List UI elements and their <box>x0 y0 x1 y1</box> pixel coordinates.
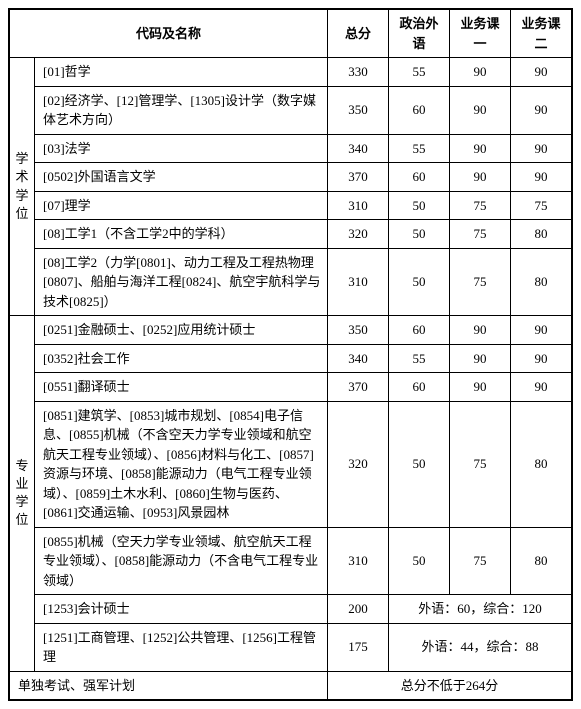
row-total: 370 <box>328 163 389 192</box>
row-total: 350 <box>328 316 389 345</box>
row-c3: 90 <box>450 58 511 87</box>
row-c2: 60 <box>389 373 450 402</box>
row-desc: [02]经济学、[12]管理学、[1305]设计学（数字媒体艺术方向） <box>35 86 328 134</box>
row-c4: 90 <box>511 163 573 192</box>
footer-left: 单独考试、强军计划 <box>9 671 328 700</box>
row-c4: 90 <box>511 58 573 87</box>
row-desc: [08]工学2（力学[0801]、动力工程及工程热物理[0807]、船舶与海洋工… <box>35 248 328 316</box>
table-row: [08]工学2（力学[0801]、动力工程及工程热物理[0807]、船舶与海洋工… <box>9 248 572 316</box>
table-row: [1253]会计硕士 200 外语：60，综合：120 <box>9 595 572 624</box>
row-c3: 90 <box>450 373 511 402</box>
table-row: [0502]外国语言文学 370 60 90 90 <box>9 163 572 192</box>
row-c2: 50 <box>389 191 450 220</box>
col-politics-foreign: 政治外语 <box>389 9 450 58</box>
table-row: [0851]建筑学、[0853]城市规划、[0854]电子信息、[0855]机械… <box>9 401 572 527</box>
table-row: [0352]社会工作 340 55 90 90 <box>9 344 572 373</box>
row-total: 350 <box>328 86 389 134</box>
col-course2: 业务课二 <box>511 9 573 58</box>
row-c4: 90 <box>511 134 573 163</box>
row-c3: 75 <box>450 248 511 316</box>
section-professional: 专业学位 <box>9 316 35 672</box>
row-desc: [1251]工商管理、[1252]公共管理、[1256]工程管理 <box>35 623 328 671</box>
row-desc: [0855]机械（空天力学专业领域、航空航天工程专业领域）、[0858]能源动力… <box>35 527 328 595</box>
row-c4: 75 <box>511 191 573 220</box>
table-row: [0855]机械（空天力学专业领域、航空航天工程专业领域）、[0858]能源动力… <box>9 527 572 595</box>
row-desc: [0251]金融硕士、[0252]应用统计硕士 <box>35 316 328 345</box>
row-merged: 外语：60，综合：120 <box>389 595 573 624</box>
section-academic-label: 学术学位 <box>16 150 29 223</box>
score-table: 代码及名称 总分 政治外语 业务课一 业务课二 学术学位 [01]哲学 330 … <box>8 8 573 701</box>
table-row: [1251]工商管理、[1252]公共管理、[1256]工程管理 175 外语：… <box>9 623 572 671</box>
row-c2: 60 <box>389 316 450 345</box>
table-row: [03]法学 340 55 90 90 <box>9 134 572 163</box>
table-row: 学术学位 [01]哲学 330 55 90 90 <box>9 58 572 87</box>
row-desc: [0551]翻译硕士 <box>35 373 328 402</box>
row-c2: 50 <box>389 527 450 595</box>
row-c2: 55 <box>389 134 450 163</box>
row-c2: 50 <box>389 248 450 316</box>
row-total: 310 <box>328 527 389 595</box>
row-total: 320 <box>328 401 389 527</box>
row-desc: [0352]社会工作 <box>35 344 328 373</box>
row-desc: [08]工学1（不含工学2中的学科） <box>35 220 328 249</box>
footer-row: 单独考试、强军计划 总分不低于264分 <box>9 671 572 700</box>
row-total: 320 <box>328 220 389 249</box>
row-total: 340 <box>328 134 389 163</box>
row-desc: [0502]外国语言文学 <box>35 163 328 192</box>
row-c4: 80 <box>511 220 573 249</box>
row-c3: 90 <box>450 316 511 345</box>
row-c3: 90 <box>450 344 511 373</box>
footer-right: 总分不低于264分 <box>328 671 573 700</box>
col-course1: 业务课一 <box>450 9 511 58</box>
row-c3: 90 <box>450 134 511 163</box>
row-c4: 90 <box>511 373 573 402</box>
row-c4: 80 <box>511 527 573 595</box>
row-c2: 60 <box>389 163 450 192</box>
row-desc: [03]法学 <box>35 134 328 163</box>
row-desc: [07]理学 <box>35 191 328 220</box>
row-c4: 80 <box>511 401 573 527</box>
row-total: 340 <box>328 344 389 373</box>
row-c3: 75 <box>450 401 511 527</box>
row-total: 330 <box>328 58 389 87</box>
row-c3: 75 <box>450 191 511 220</box>
row-merged: 外语：44，综合：88 <box>389 623 573 671</box>
table-row: [07]理学 310 50 75 75 <box>9 191 572 220</box>
header-row: 代码及名称 总分 政治外语 业务课一 业务课二 <box>9 9 572 58</box>
row-total: 175 <box>328 623 389 671</box>
row-c4: 80 <box>511 248 573 316</box>
table-row: [0551]翻译硕士 370 60 90 90 <box>9 373 572 402</box>
row-c3: 90 <box>450 86 511 134</box>
row-desc: [1253]会计硕士 <box>35 595 328 624</box>
col-code-name: 代码及名称 <box>9 9 328 58</box>
table-row: [02]经济学、[12]管理学、[1305]设计学（数字媒体艺术方向） 350 … <box>9 86 572 134</box>
row-total: 310 <box>328 248 389 316</box>
row-desc: [0851]建筑学、[0853]城市规划、[0854]电子信息、[0855]机械… <box>35 401 328 527</box>
row-c3: 90 <box>450 163 511 192</box>
table-row: [08]工学1（不含工学2中的学科） 320 50 75 80 <box>9 220 572 249</box>
row-c2: 55 <box>389 58 450 87</box>
row-c4: 90 <box>511 344 573 373</box>
section-academic: 学术学位 <box>9 58 35 316</box>
table-row: 专业学位 [0251]金融硕士、[0252]应用统计硕士 350 60 90 9… <box>9 316 572 345</box>
row-c3: 75 <box>450 220 511 249</box>
row-desc: [01]哲学 <box>35 58 328 87</box>
row-total: 310 <box>328 191 389 220</box>
row-c2: 60 <box>389 86 450 134</box>
row-c4: 90 <box>511 86 573 134</box>
col-total: 总分 <box>328 9 389 58</box>
row-c3: 75 <box>450 527 511 595</box>
row-c2: 50 <box>389 401 450 527</box>
row-c4: 90 <box>511 316 573 345</box>
row-total: 370 <box>328 373 389 402</box>
row-total: 200 <box>328 595 389 624</box>
row-c2: 55 <box>389 344 450 373</box>
row-c2: 50 <box>389 220 450 249</box>
section-professional-label: 专业学位 <box>16 457 29 530</box>
